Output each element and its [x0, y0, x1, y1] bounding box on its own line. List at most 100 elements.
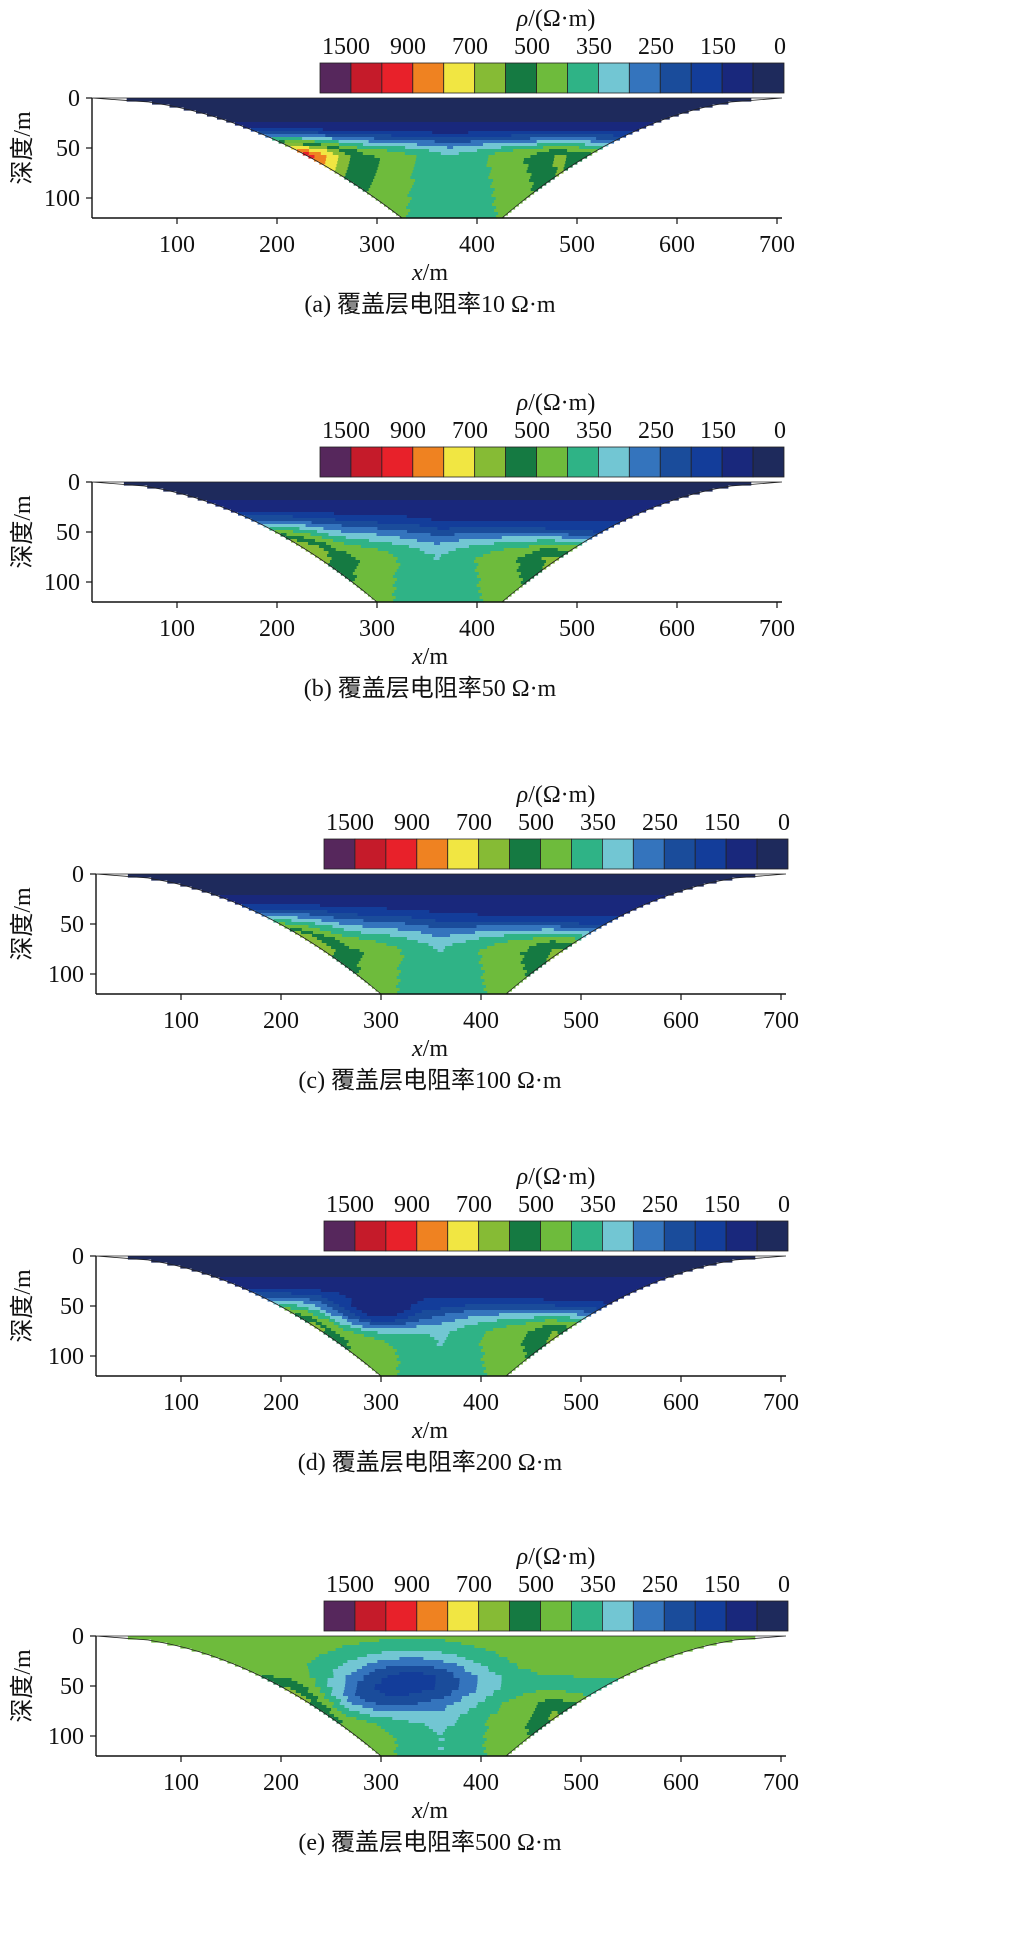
resistivity-cell: [330, 931, 362, 935]
resistivity-cell: [477, 1322, 527, 1326]
resistivity-cell: [167, 880, 717, 884]
resistivity-cell: [374, 1687, 436, 1691]
resistivity-cell: [551, 1331, 559, 1335]
resistivity-cell: [336, 1720, 344, 1724]
resistivity-cell: [366, 1720, 410, 1724]
resistivity-cell: [308, 155, 316, 159]
y-tick-label: 0: [72, 1624, 84, 1650]
resistivity-cell: [305, 548, 325, 552]
resistivity-cell: [201, 889, 683, 893]
resistivity-cell: [339, 146, 358, 150]
colorbar-swatch: [756, 838, 789, 870]
resistivity-cell: [446, 1669, 466, 1673]
resistivity-cell: [392, 1346, 484, 1350]
resistivity-cell: [504, 934, 583, 938]
colorbar-swatch: [694, 1220, 727, 1252]
resistivity-cell: [340, 961, 360, 965]
resistivity-cell: [541, 557, 560, 561]
x-axis-label: x/m: [411, 1036, 448, 1062]
resistivity-cell: [536, 143, 586, 147]
resistivity-cell: [312, 1693, 326, 1697]
resistivity-cell: [527, 167, 559, 171]
resistivity-cell: [303, 536, 323, 540]
resistivity-cell: [486, 164, 530, 168]
resistivity-cell: [327, 149, 340, 153]
resistivity-cell: [432, 934, 451, 938]
resistivity-cell: [314, 140, 340, 144]
resistivity-cell: [326, 1705, 334, 1709]
resistivity-cell: [398, 982, 483, 986]
resistivity-cell: [375, 173, 413, 177]
resistivity-cell: [526, 1732, 535, 1736]
resistivity-cell: [399, 952, 479, 956]
resistivity-cell: [319, 1328, 326, 1332]
y-axis-label: 深度/m: [9, 887, 36, 961]
resistivity-cell: [339, 1322, 353, 1326]
resistivity-cell: [163, 488, 713, 492]
resistivity-cell: [337, 1708, 350, 1712]
resistivity-cell: [306, 1696, 319, 1700]
colorbar-swatch: [474, 446, 506, 478]
resistivity-cell: [323, 1711, 331, 1715]
colorbar-swatch: [752, 62, 785, 94]
resistivity-cell: [265, 134, 326, 138]
resistivity-cell: [486, 1720, 530, 1724]
resistivity-cell: [454, 1723, 486, 1727]
resistivity-cell: [356, 1307, 412, 1311]
resistivity-cell: [360, 958, 404, 962]
x-tick-label: 300: [363, 1008, 399, 1034]
resistivity-cell: [524, 1346, 543, 1350]
resistivity-cell: [291, 1292, 340, 1296]
resistivity-cell: [475, 557, 519, 561]
resistivity-cell: [310, 533, 330, 537]
resistivity-cell: [548, 1337, 555, 1341]
resistivity-cell: [549, 952, 559, 956]
resistivity-cell: [297, 1681, 317, 1685]
resistivity-cell: [377, 521, 620, 525]
resistivity-cell: [458, 1687, 478, 1691]
resistivity-cell: [348, 578, 356, 582]
resistivity-cell: [482, 982, 520, 986]
colorbar-tick-label: 700: [452, 418, 488, 444]
resistivity-cell: [325, 1328, 332, 1332]
resistivity-cell: [243, 125, 647, 129]
resistivity-cell: [396, 1358, 482, 1362]
resistivity-cell: [482, 1735, 531, 1739]
resistivity-cell: [532, 551, 568, 555]
resistivity-cell: [308, 1307, 322, 1311]
resistivity-cell: [395, 1747, 439, 1751]
resistivity-cell: [537, 1672, 631, 1676]
resistivity-cell: [318, 1696, 325, 1700]
resistivity-cell: [329, 560, 361, 564]
resistivity-cell: [180, 1265, 704, 1269]
resistivity-cell: [412, 185, 491, 189]
colorbar-tick-label: 700: [452, 34, 488, 60]
resistivity-cell: [210, 1654, 320, 1658]
resistivity-cell: [392, 584, 478, 588]
resistivity-cell: [223, 506, 654, 510]
resistivity-cell: [352, 970, 360, 974]
resistivity-cell: [520, 961, 547, 965]
resistivity-cell: [525, 1322, 577, 1326]
resistivity-cell: [388, 1732, 438, 1736]
resistivity-cell: [568, 533, 598, 537]
resistivity-cell: [399, 1370, 485, 1374]
resistivity-cell: [364, 1699, 432, 1703]
y-tick-label: 50: [60, 912, 84, 938]
resistivity-cell: [339, 1304, 352, 1308]
resistivity-cell: [496, 206, 516, 210]
resistivity-cell: [344, 1726, 382, 1730]
resistivity-cell: [435, 919, 613, 923]
resistivity-cell: [480, 587, 519, 591]
resistivity-cell: [535, 1690, 567, 1694]
resistivity-cell: [440, 1307, 598, 1311]
resistivity-cell: [482, 1364, 520, 1368]
resistivity-cell: [469, 1708, 500, 1712]
resistivity-cell: [379, 1639, 446, 1643]
resistivity-cell: [435, 1678, 461, 1682]
resistivity-cell: [493, 191, 535, 195]
colorbar-tick-label: 350: [580, 810, 616, 836]
x-tick-label: 400: [463, 1008, 499, 1034]
resistivity-cell: [480, 958, 524, 962]
resistivity-cell: [439, 557, 477, 561]
